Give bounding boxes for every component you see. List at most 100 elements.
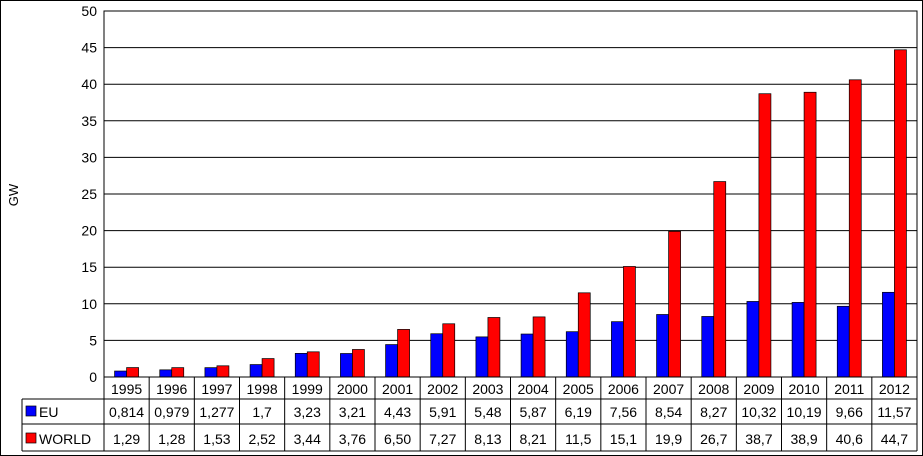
x-tick-label: 2012 bbox=[879, 381, 910, 397]
bar-eu-1999 bbox=[294, 353, 308, 378]
data-label: 5,48 bbox=[474, 404, 501, 420]
data-label: 40,6 bbox=[836, 431, 863, 447]
bar-eu-2007 bbox=[656, 314, 669, 378]
bar-world-2005 bbox=[577, 292, 591, 378]
data-label: 10,19 bbox=[787, 404, 822, 420]
bar-world-2010 bbox=[803, 91, 817, 378]
data-label: 9,66 bbox=[836, 404, 863, 420]
data-label: 8,27 bbox=[700, 404, 727, 420]
bar-eu-1996 bbox=[159, 369, 173, 378]
x-tick-label: 1997 bbox=[201, 381, 232, 397]
data-label: 26,7 bbox=[700, 431, 727, 447]
x-tick-label: 2005 bbox=[563, 381, 594, 397]
data-label: 1,277 bbox=[199, 404, 234, 420]
data-label: 8,21 bbox=[519, 431, 546, 447]
bar-eu-2009 bbox=[746, 301, 760, 378]
x-tick-label: 2000 bbox=[337, 381, 368, 397]
y-tick-label: 15 bbox=[81, 259, 97, 275]
bar-eu-2010 bbox=[791, 302, 805, 378]
bar-eu-2001 bbox=[385, 344, 398, 378]
bar-eu-1997 bbox=[204, 367, 218, 378]
bar-world-2009 bbox=[758, 93, 772, 378]
data-label: 6,19 bbox=[565, 404, 592, 420]
bar-eu-2004 bbox=[520, 333, 534, 378]
data-label: 6,50 bbox=[384, 431, 411, 447]
data-label: 5,87 bbox=[519, 404, 546, 420]
x-tick-label: 1996 bbox=[156, 381, 187, 397]
x-tick-label: 2001 bbox=[382, 381, 413, 397]
data-label: 1,28 bbox=[158, 431, 185, 447]
bar-world-2008 bbox=[713, 181, 727, 378]
bar-world-2002 bbox=[442, 323, 456, 378]
y-tick-label: 10 bbox=[81, 296, 97, 312]
data-label: 19,9 bbox=[655, 431, 682, 447]
x-tick-label: 2004 bbox=[518, 381, 549, 397]
legend-label: WORLD bbox=[39, 431, 91, 447]
data-label: 44,7 bbox=[881, 431, 908, 447]
data-label: 0,979 bbox=[154, 404, 189, 420]
y-tick-label: 0 bbox=[89, 369, 97, 385]
bar-world-1998 bbox=[261, 358, 275, 378]
legend-label: EU bbox=[39, 404, 58, 420]
x-tick-label: 1999 bbox=[292, 381, 323, 397]
bar-eu-2012 bbox=[882, 291, 895, 378]
bar-world-2004 bbox=[532, 316, 546, 378]
data-label: 7,27 bbox=[429, 431, 456, 447]
bar-world-2001 bbox=[397, 329, 410, 378]
data-label: 1,53 bbox=[203, 431, 230, 447]
bar-eu-2002 bbox=[430, 333, 444, 378]
bar-eu-2008 bbox=[701, 316, 715, 378]
legend-swatch-eu bbox=[25, 405, 37, 417]
data-table: 1995 1996 1997 1998 1999 2000 2001 2002 2003 2004… bbox=[21, 377, 918, 452]
y-tick-label: 45 bbox=[81, 40, 97, 56]
data-label: 0,814 bbox=[109, 404, 144, 420]
x-tick-label: 2003 bbox=[472, 381, 503, 397]
data-label: 3,21 bbox=[339, 404, 366, 420]
bar-eu-2011 bbox=[836, 305, 850, 378]
data-label: 3,76 bbox=[339, 431, 366, 447]
x-tick-label: 2007 bbox=[653, 381, 684, 397]
bar-eu-2003 bbox=[475, 336, 489, 378]
x-tick-label: 1995 bbox=[111, 381, 142, 397]
data-label: 10,32 bbox=[741, 404, 776, 420]
y-tick-label: 35 bbox=[81, 113, 97, 129]
data-label: 11,57 bbox=[877, 404, 911, 420]
data-label: 8,54 bbox=[655, 404, 682, 420]
data-label: 1,7 bbox=[252, 404, 272, 420]
y-tick-label: 20 bbox=[81, 223, 97, 239]
legend-swatch-world bbox=[25, 432, 37, 444]
data-label: 5,91 bbox=[429, 404, 456, 420]
y-tick-label: 50 bbox=[81, 3, 97, 19]
data-label: 3,23 bbox=[294, 404, 321, 420]
y-tick-label: 30 bbox=[81, 149, 97, 165]
x-tick-label: 2008 bbox=[698, 381, 729, 397]
bar-world-2007 bbox=[668, 230, 681, 378]
bar-eu-1998 bbox=[249, 364, 263, 378]
data-label: 11,5 bbox=[565, 431, 591, 447]
bar-world-2012 bbox=[894, 49, 907, 378]
data-label: 1,29 bbox=[113, 431, 140, 447]
bar-world-1997 bbox=[216, 365, 230, 378]
x-tick-label: 2010 bbox=[789, 381, 820, 397]
bar-eu-2006 bbox=[611, 321, 624, 378]
bar-world-1995 bbox=[126, 367, 139, 378]
x-tick-label: 2009 bbox=[743, 381, 774, 397]
data-label: 4,43 bbox=[384, 404, 411, 420]
x-tick-label: 2011 bbox=[834, 381, 864, 397]
data-label: 8,13 bbox=[474, 431, 501, 447]
y-tick-label: 5 bbox=[89, 332, 97, 348]
bar-eu-1995 bbox=[114, 370, 127, 378]
data-label: 3,44 bbox=[294, 431, 321, 447]
data-label: 38,9 bbox=[790, 431, 817, 447]
bar-world-2006 bbox=[623, 266, 636, 378]
bar-world-1996 bbox=[171, 367, 185, 378]
data-label: 2,52 bbox=[248, 431, 275, 447]
x-tick-label: 2002 bbox=[427, 381, 458, 397]
data-label: 38,7 bbox=[745, 431, 772, 447]
bar-eu-2005 bbox=[565, 331, 579, 378]
data-label: 15,1 bbox=[610, 431, 637, 447]
y-tick-label: 25 bbox=[81, 186, 97, 202]
y-tick-label: 40 bbox=[81, 76, 97, 92]
bar-world-2000 bbox=[352, 349, 365, 378]
